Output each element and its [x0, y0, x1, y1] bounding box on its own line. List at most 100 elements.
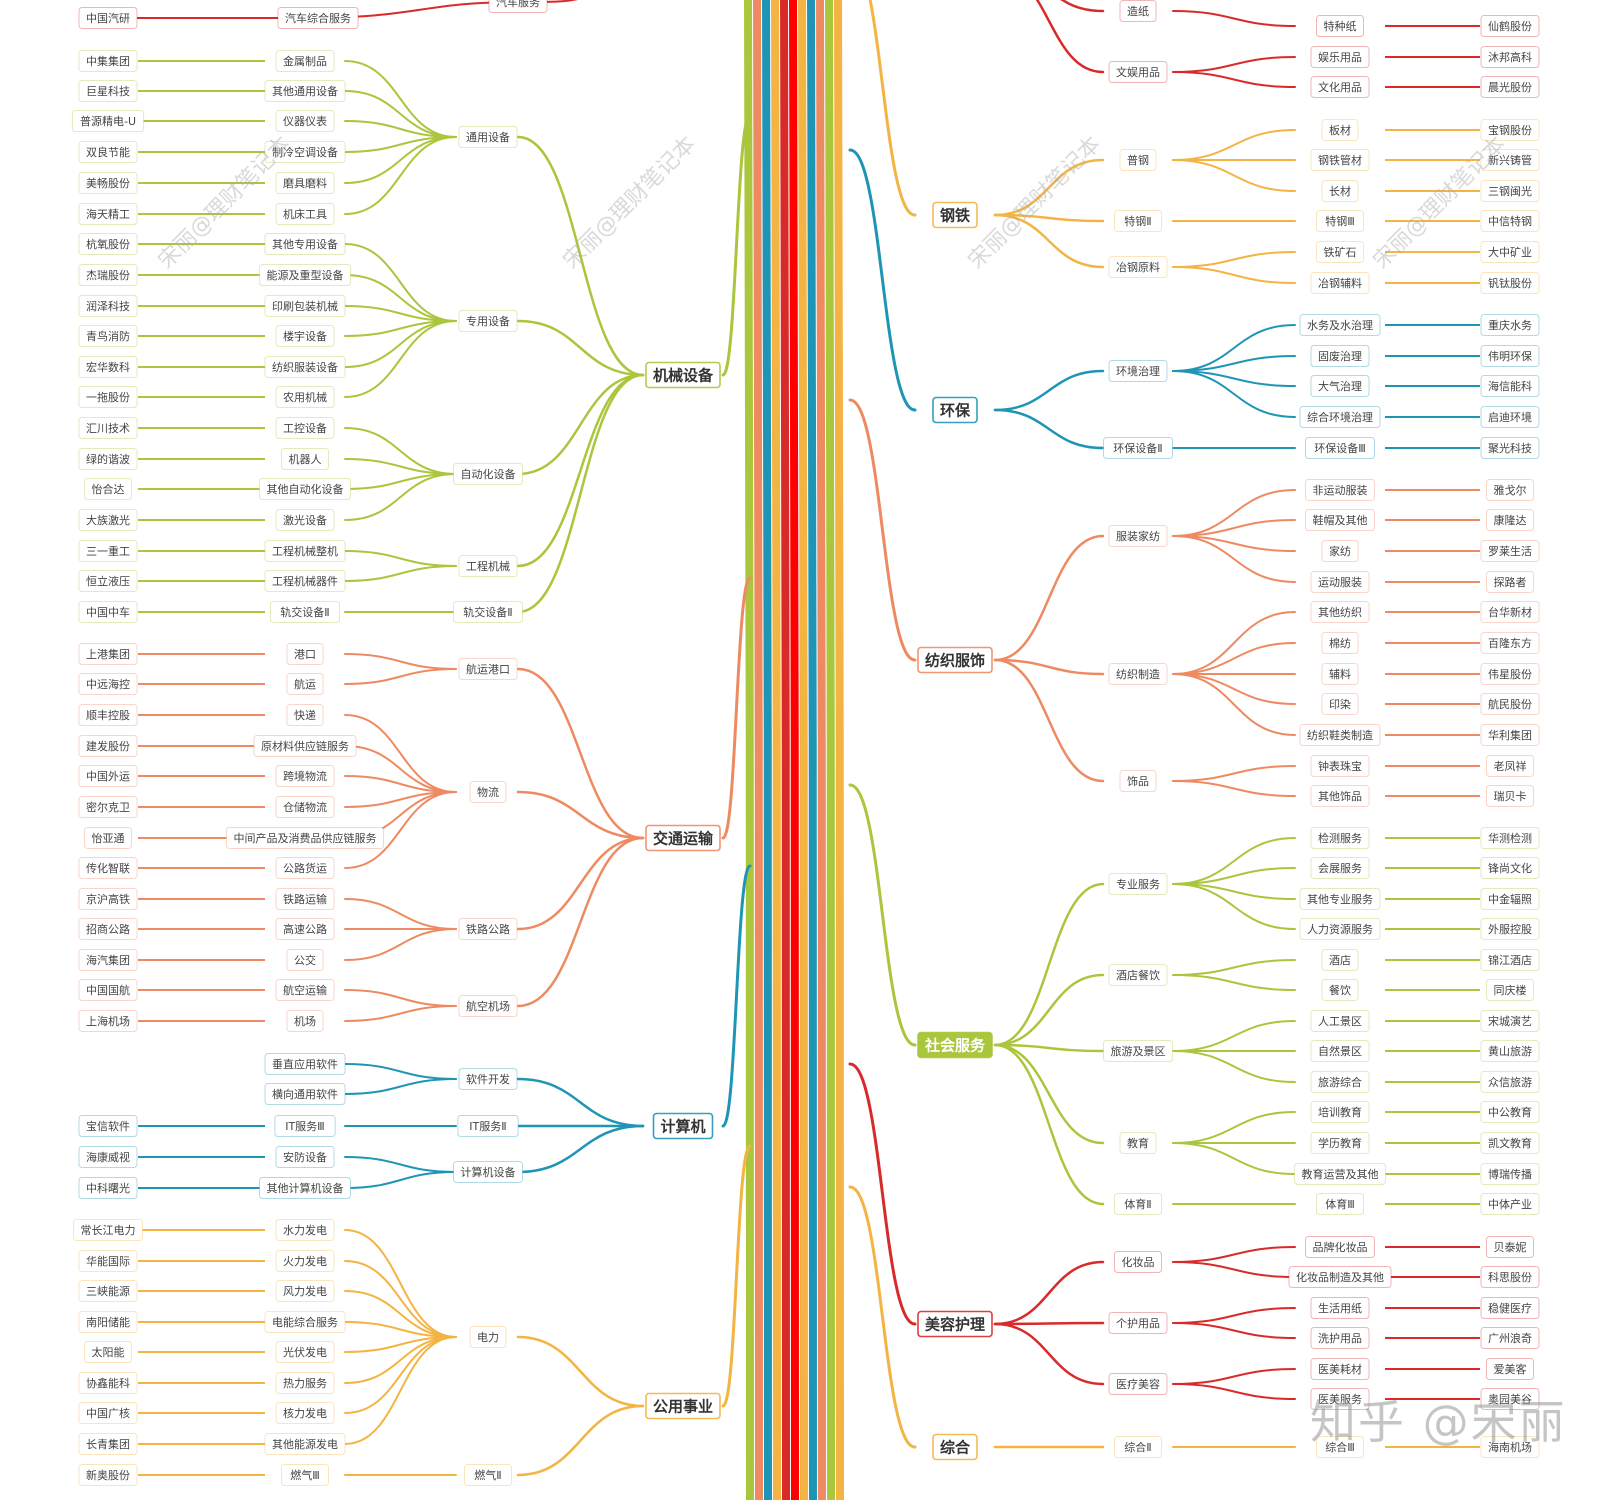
sector-node[interactable]: 公用事业 — [645, 1392, 721, 1420]
group-node[interactable]: 教育 — [1119, 1132, 1157, 1154]
subcategory-node[interactable]: 运动服装 — [1310, 571, 1370, 593]
subcategory-node[interactable]: 板材 — [1321, 119, 1359, 141]
company-node[interactable]: 京沪高铁 — [78, 888, 138, 910]
company-node[interactable]: 协鑫能科 — [78, 1372, 138, 1394]
company-node[interactable]: 台华新材 — [1480, 601, 1540, 623]
company-node[interactable]: 稳健医疗 — [1480, 1297, 1540, 1319]
company-node[interactable]: 中国广核 — [78, 1402, 138, 1424]
subcategory-node[interactable]: 特种纸 — [1316, 15, 1364, 37]
subcategory-node[interactable]: 磨具磨料 — [275, 172, 335, 194]
group-node[interactable]: 电力 — [469, 1326, 507, 1348]
company-node[interactable]: 贝泰妮 — [1486, 1236, 1534, 1258]
company-node[interactable]: 密尔克卫 — [78, 796, 138, 818]
group-node[interactable]: 专业服务 — [1108, 873, 1168, 895]
company-node[interactable]: 锋尚文化 — [1480, 857, 1540, 879]
company-node[interactable]: 巨星科技 — [78, 80, 138, 102]
company-node[interactable]: 航民股份 — [1480, 693, 1540, 715]
company-node[interactable]: 海汽集团 — [78, 949, 138, 971]
subcategory-node[interactable]: 旅游综合 — [1310, 1071, 1370, 1093]
subcategory-node[interactable]: 机器人 — [281, 448, 329, 470]
company-node[interactable]: 海天精工 — [78, 203, 138, 225]
subcategory-node[interactable]: 教育运营及其他 — [1294, 1163, 1386, 1185]
subcategory-node[interactable]: 燃气Ⅲ — [281, 1464, 329, 1486]
company-node[interactable]: 华测检测 — [1480, 827, 1540, 849]
company-node[interactable]: 绿的谐波 — [78, 448, 138, 470]
company-node[interactable]: 新兴铸管 — [1480, 149, 1540, 171]
company-node[interactable]: 新奥股份 — [78, 1464, 138, 1486]
company-node[interactable]: 锦江酒店 — [1480, 949, 1540, 971]
subcategory-node[interactable]: 固废治理 — [1310, 345, 1370, 367]
subcategory-node[interactable]: 印染 — [1321, 693, 1359, 715]
subcategory-node[interactable]: 长材 — [1321, 180, 1359, 202]
company-node[interactable]: 康隆达 — [1486, 509, 1534, 531]
company-node[interactable]: 海南机场 — [1480, 1436, 1540, 1458]
company-node[interactable]: 一拖股份 — [78, 386, 138, 408]
subcategory-node[interactable]: 跨境物流 — [275, 765, 335, 787]
subcategory-node[interactable]: 其他通用设备 — [264, 80, 346, 102]
group-node[interactable]: 航运港口 — [458, 658, 518, 680]
company-node[interactable]: 润泽科技 — [78, 295, 138, 317]
company-node[interactable]: 三钢闽光 — [1480, 180, 1540, 202]
company-node[interactable]: 怡亚通 — [84, 827, 132, 849]
company-node[interactable]: 博瑞传播 — [1480, 1163, 1540, 1185]
company-node[interactable]: 双良节能 — [78, 141, 138, 163]
subcategory-node[interactable]: 工程机械整机 — [264, 540, 346, 562]
company-node[interactable]: 大中矿业 — [1480, 241, 1540, 263]
subcategory-node[interactable]: 仪器仪表 — [275, 110, 335, 132]
subcategory-node[interactable]: 激光设备 — [275, 509, 335, 531]
subcategory-node[interactable]: 仓储物流 — [275, 796, 335, 818]
subcategory-node[interactable]: 钢铁管材 — [1310, 149, 1370, 171]
group-node[interactable]: 通用设备 — [458, 126, 518, 148]
subcategory-node[interactable]: 其他专业服务 — [1299, 888, 1381, 910]
group-node[interactable]: 汽车服务 — [488, 0, 548, 13]
company-node[interactable]: 中体产业 — [1480, 1193, 1540, 1215]
group-node[interactable]: 饰品 — [1119, 770, 1157, 792]
subcategory-node[interactable]: 洗护用品 — [1310, 1327, 1370, 1349]
subcategory-node[interactable]: 餐饮 — [1321, 979, 1359, 1001]
subcategory-node[interactable]: 水力发电 — [275, 1219, 335, 1241]
subcategory-node[interactable]: 体育Ⅲ — [1316, 1193, 1364, 1215]
company-node[interactable]: 海信能科 — [1480, 375, 1540, 397]
sector-node[interactable]: 计算机 — [652, 1112, 714, 1140]
group-node[interactable]: 文娱用品 — [1108, 61, 1168, 83]
company-node[interactable]: 顺丰控股 — [78, 704, 138, 726]
subcategory-node[interactable]: 铁路运输 — [275, 888, 335, 910]
subcategory-node[interactable]: 能源及重型设备 — [259, 264, 351, 286]
company-node[interactable]: 怡合达 — [84, 478, 132, 500]
subcategory-node[interactable]: 家纺 — [1321, 540, 1359, 562]
subcategory-node[interactable]: 医美服务 — [1310, 1388, 1370, 1410]
group-node[interactable]: 计算机设备 — [453, 1161, 523, 1183]
subcategory-node[interactable]: 横向通用软件 — [264, 1083, 346, 1105]
subcategory-node[interactable]: 大气治理 — [1310, 375, 1370, 397]
subcategory-node[interactable]: 安防设备 — [275, 1146, 335, 1168]
group-node[interactable]: 轨交设备Ⅱ — [453, 601, 523, 623]
company-node[interactable]: 奥园美谷 — [1480, 1388, 1540, 1410]
group-node[interactable]: 个护用品 — [1108, 1312, 1168, 1334]
subcategory-node[interactable]: 风力发电 — [275, 1280, 335, 1302]
group-node[interactable]: 医疗美容 — [1108, 1373, 1168, 1395]
company-node[interactable]: 青鸟消防 — [78, 325, 138, 347]
subcategory-node[interactable]: 航运 — [286, 673, 324, 695]
company-node[interactable]: 杰瑞股份 — [78, 264, 138, 286]
subcategory-node[interactable]: 航空运输 — [275, 979, 335, 1001]
subcategory-node[interactable]: 学历教育 — [1310, 1132, 1370, 1154]
subcategory-node[interactable]: 纺织服装设备 — [264, 356, 346, 378]
group-node[interactable]: 环保设备Ⅱ — [1103, 437, 1173, 459]
subcategory-node[interactable]: 水务及水治理 — [1299, 314, 1381, 336]
company-node[interactable]: 上海机场 — [78, 1010, 138, 1032]
company-node[interactable]: 聚光科技 — [1480, 437, 1540, 459]
company-node[interactable]: 伟星股份 — [1480, 663, 1540, 685]
company-node[interactable]: 广州浪奇 — [1480, 1327, 1540, 1349]
sector-node[interactable]: 钢铁 — [932, 201, 978, 229]
company-node[interactable]: 三一重工 — [78, 540, 138, 562]
company-node[interactable]: 晨光股份 — [1480, 76, 1540, 98]
company-node[interactable]: 重庆水务 — [1480, 314, 1540, 336]
company-node[interactable]: 建发股份 — [78, 735, 138, 757]
company-node[interactable]: 黄山旅游 — [1480, 1040, 1540, 1062]
group-node[interactable]: 自动化设备 — [453, 463, 523, 485]
subcategory-node[interactable]: 医美耗材 — [1310, 1358, 1370, 1380]
company-node[interactable]: 大族激光 — [78, 509, 138, 531]
group-node[interactable]: 燃气Ⅱ — [464, 1464, 512, 1486]
sector-node[interactable]: 美容护理 — [917, 1310, 993, 1338]
company-node[interactable]: 三峡能源 — [78, 1280, 138, 1302]
